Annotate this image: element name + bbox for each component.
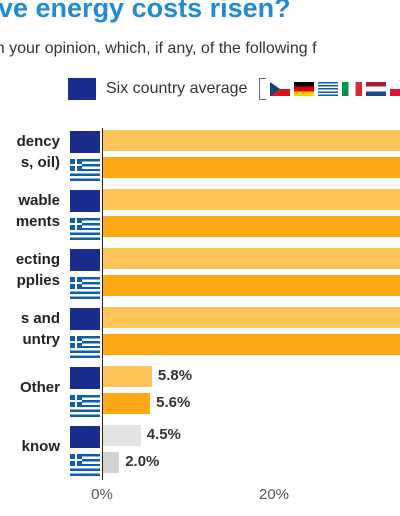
value-label: 5.6% xyxy=(156,394,191,411)
greece-flag-icon xyxy=(70,277,100,299)
category-label-line: ments xyxy=(15,213,60,230)
eu-flag-icon xyxy=(68,78,96,100)
greece-flag-icon xyxy=(70,159,100,181)
greece-flag-icon xyxy=(70,454,100,476)
category-label: s and untry xyxy=(21,308,60,350)
czech-flag-icon xyxy=(270,82,291,96)
category-label: know xyxy=(22,436,60,457)
greece-bar xyxy=(102,157,400,178)
category-label-line: s and xyxy=(20,310,60,327)
eu-flag-icon xyxy=(70,367,100,389)
x-axis-zero-line xyxy=(102,128,103,480)
category-label-line: s, oil) xyxy=(20,154,60,171)
greece-flag-icon xyxy=(70,336,100,358)
legend-average-label: Six country average xyxy=(106,80,248,97)
germany-flag-icon xyxy=(294,82,315,96)
subtitle-line-1: “In your opinion, which, if any, of the … xyxy=(0,40,317,57)
greece-bar xyxy=(102,334,400,355)
x-tick-label: 20% xyxy=(258,486,290,503)
category-label-line: ecting xyxy=(15,251,60,268)
category-label-line: untry xyxy=(22,331,61,348)
greece-bar xyxy=(102,452,120,473)
legend: Six country average xyxy=(68,77,400,101)
category-label: dency s, oil) xyxy=(17,131,60,173)
category-label: Other xyxy=(20,377,60,398)
category-label-line: dency xyxy=(16,133,60,150)
greece-flag-icon xyxy=(318,82,339,96)
average-bar xyxy=(102,248,400,269)
greece-flag-icon xyxy=(70,218,100,240)
x-tick-label: 0% xyxy=(91,486,113,503)
category-label-line: know xyxy=(21,438,60,455)
value-label: 2.0% xyxy=(125,453,160,470)
value-label: 4.5% xyxy=(146,426,181,443)
eu-flag-icon xyxy=(70,426,100,448)
average-bar xyxy=(102,307,400,328)
average-bar xyxy=(102,366,152,387)
eu-flag-icon xyxy=(70,249,100,271)
category-label-line: wable xyxy=(18,192,60,209)
category-label: ecting pplies xyxy=(16,249,60,291)
category-label-line: pplies xyxy=(16,272,60,289)
eu-flag-icon xyxy=(70,190,100,212)
chart-title: ve energy costs risen? xyxy=(0,0,291,23)
greece-bar xyxy=(102,216,400,237)
greece-bar xyxy=(102,275,400,296)
average-bar xyxy=(102,189,400,210)
value-label: 5.8% xyxy=(157,367,193,384)
average-bar xyxy=(102,425,141,446)
legend-bracket xyxy=(259,78,267,100)
eu-flag-icon xyxy=(70,308,100,330)
greece-bar xyxy=(102,393,151,414)
average-bar xyxy=(102,130,400,151)
italy-flag-icon xyxy=(342,82,363,96)
greece-flag-icon xyxy=(70,395,100,417)
chart-subtitle: “In your opinion, which, if any, of the … xyxy=(0,38,317,80)
category-label: wable ments xyxy=(16,190,60,232)
category-label-line: Other xyxy=(19,379,60,396)
poland-flag-icon xyxy=(390,82,400,96)
netherlands-flag-icon xyxy=(366,82,387,96)
eu-flag-icon xyxy=(70,131,100,153)
